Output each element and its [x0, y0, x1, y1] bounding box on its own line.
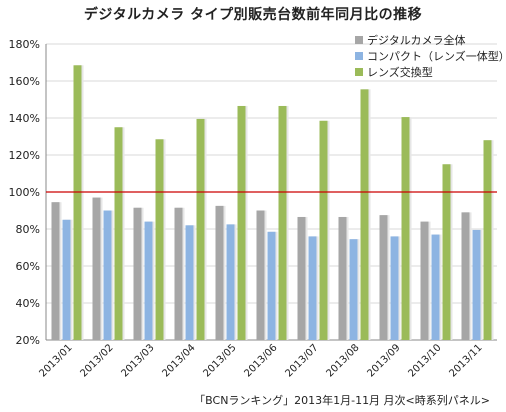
legend-label: レンズ交換型	[367, 65, 433, 79]
x-tick-label: 2013/08	[324, 342, 361, 379]
y-tick-label: 40%	[16, 297, 40, 310]
bar	[420, 221, 429, 340]
x-tick-label: 2013/01	[37, 342, 74, 379]
x-tick-label: 2013/10	[406, 342, 443, 379]
bar	[215, 205, 224, 340]
y-tick-label: 140%	[9, 112, 40, 125]
bar	[174, 207, 183, 340]
bar	[338, 216, 347, 340]
bar	[483, 140, 492, 340]
y-tick-label: 100%	[9, 186, 40, 199]
y-tick-label: 60%	[16, 260, 40, 273]
bar	[51, 202, 60, 340]
bar	[196, 118, 205, 340]
x-tick-label: 2013/05	[201, 342, 238, 379]
bar	[185, 225, 194, 340]
bar	[390, 236, 399, 340]
bar	[62, 219, 71, 340]
bar	[349, 239, 358, 340]
bar	[297, 216, 306, 340]
legend-swatch	[355, 52, 363, 60]
legend-label: デジタルカメラ全体	[367, 33, 465, 47]
bar	[73, 65, 82, 341]
legend-label: コンパクト（レンズ一体型）	[367, 49, 506, 63]
bar	[308, 236, 317, 340]
y-tick-label: 180%	[9, 38, 40, 51]
x-tick-label: 2013/06	[242, 342, 279, 379]
chart-title: デジタルカメラ タイプ別販売台数前年同月比の推移	[83, 7, 423, 23]
bar	[401, 117, 410, 340]
legend-swatch	[355, 36, 363, 44]
x-tick-label: 2013/09	[365, 342, 402, 379]
y-tick-label: 120%	[9, 149, 40, 162]
x-tick-label: 2013/07	[283, 342, 320, 379]
bar	[103, 210, 112, 340]
bar	[144, 221, 153, 340]
legend-swatch	[355, 68, 363, 76]
bar	[431, 234, 440, 340]
bar	[278, 105, 287, 340]
bar	[155, 139, 164, 340]
bar	[256, 210, 265, 340]
bar	[461, 212, 470, 340]
bar	[379, 215, 388, 340]
y-tick-label: 80%	[16, 223, 40, 236]
bar	[442, 164, 451, 340]
bar	[237, 105, 246, 340]
y-tick-label: 20%	[16, 334, 40, 347]
bar	[133, 207, 142, 340]
x-tick-label: 2013/04	[160, 342, 197, 379]
bar	[226, 224, 235, 340]
x-tick-label: 2013/02	[78, 342, 115, 379]
bar	[92, 197, 101, 340]
bar	[360, 89, 369, 340]
y-tick-label: 160%	[9, 75, 40, 88]
bar	[114, 127, 123, 340]
bar	[267, 231, 276, 340]
bar	[319, 120, 328, 341]
bar	[472, 229, 481, 340]
chart-footer: 「BCNランキング」2013年1月-11月 月次<時系列パネル>	[194, 394, 490, 407]
x-tick-label: 2013/03	[119, 342, 156, 379]
x-tick-label: 2013/11	[447, 342, 484, 379]
